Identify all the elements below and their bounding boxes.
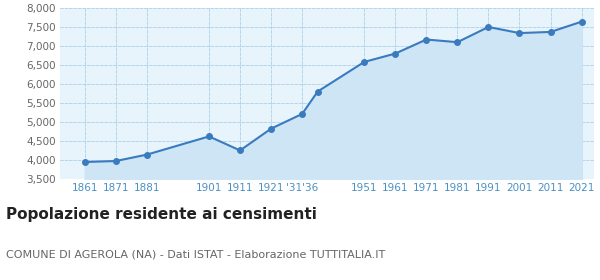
Text: COMUNE DI AGEROLA (NA) - Dati ISTAT - Elaborazione TUTTITALIA.IT: COMUNE DI AGEROLA (NA) - Dati ISTAT - El… <box>6 249 385 259</box>
Text: Popolazione residente ai censimenti: Popolazione residente ai censimenti <box>6 207 317 222</box>
